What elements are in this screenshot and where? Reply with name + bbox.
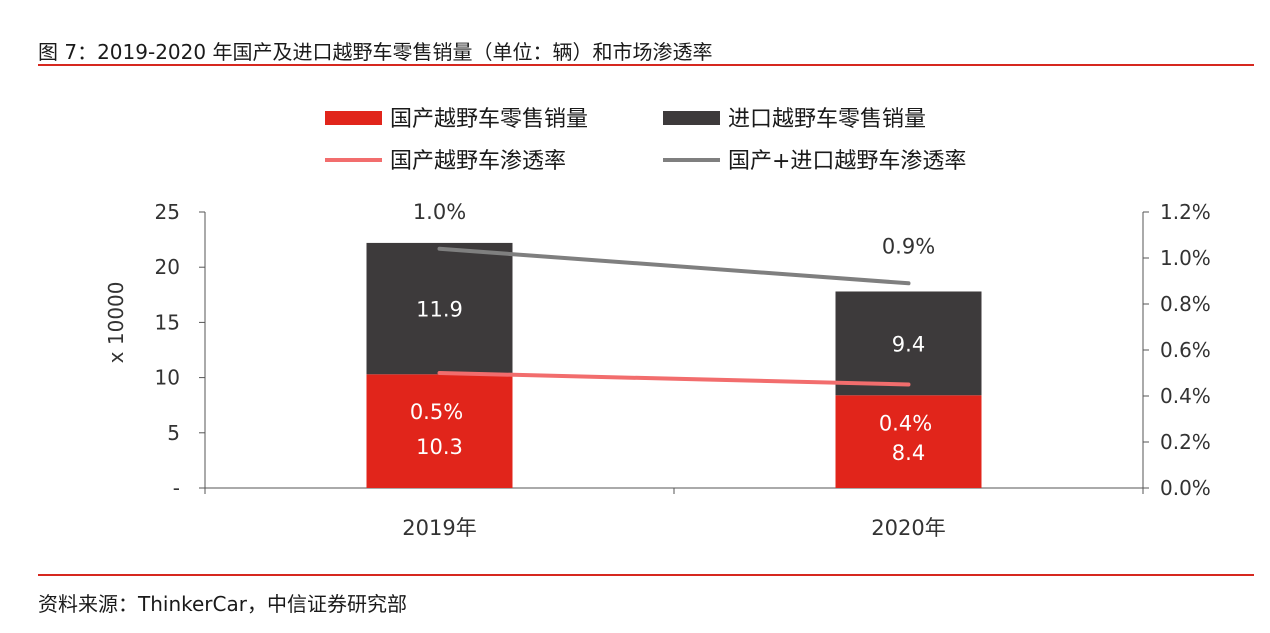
right-tick-label: 0.2% bbox=[1160, 430, 1211, 454]
legend-label: 国产+进口越野车渗透率 bbox=[728, 149, 966, 174]
y-axis-title: x 10000 bbox=[104, 281, 128, 363]
left-tick-label: 20 bbox=[155, 255, 180, 279]
right-tick-label: 1.2% bbox=[1160, 200, 1211, 224]
total-penetration-label: 1.0% bbox=[413, 200, 466, 224]
right-tick-label: 0.4% bbox=[1160, 384, 1211, 408]
source-note: 资料来源：ThinkerCar，中信证券研究部 bbox=[38, 592, 407, 616]
right-tick-label: 0.6% bbox=[1160, 338, 1211, 362]
legend-swatch bbox=[663, 111, 720, 125]
bar-domestic bbox=[835, 395, 982, 488]
domestic-penetration-label: 0.4% bbox=[879, 412, 932, 436]
combo-chart: - 5 10 15 20 25 0.0% 0.2% 0.4% 0.6% 0.8% 1.0% 1.2% 20… bbox=[104, 107, 1211, 540]
bar-import-value-label: 9.4 bbox=[892, 332, 925, 356]
x-tick-label: 2019年 bbox=[402, 516, 476, 540]
bar-domestic-value-label: 10.3 bbox=[416, 435, 463, 459]
legend-label: 国产越野车渗透率 bbox=[390, 149, 566, 174]
right-tick-label: 1.0% bbox=[1160, 246, 1211, 270]
bar-import-value-label: 11.9 bbox=[416, 298, 463, 322]
left-tick-label: 10 bbox=[155, 366, 180, 390]
line-domestic-penetration bbox=[437, 371, 911, 387]
total-penetration-label: 0.9% bbox=[882, 234, 935, 258]
source-rule bbox=[38, 574, 1254, 576]
legend-label: 进口越野车零售销量 bbox=[728, 107, 926, 132]
line-total-penetration bbox=[437, 246, 911, 286]
bar-import bbox=[366, 242, 513, 375]
right-tick-label: 0.0% bbox=[1160, 476, 1211, 500]
left-tick-label: 5 bbox=[167, 421, 180, 445]
left-tick-label: 25 bbox=[155, 200, 180, 224]
legend-swatch bbox=[325, 111, 382, 125]
left-tick-label: 15 bbox=[155, 310, 180, 334]
title-rule bbox=[38, 64, 1254, 66]
bar-import bbox=[835, 291, 982, 396]
legend-label: 国产越野车零售销量 bbox=[390, 107, 588, 132]
right-tick-label: 0.8% bbox=[1160, 292, 1211, 316]
x-tick-label: 2020年 bbox=[871, 516, 945, 540]
figure-title: 图 7：2019-2020 年国产及进口越野车零售销量（单位：辆）和市场渗透率 bbox=[38, 40, 713, 64]
bar-domestic-value-label: 8.4 bbox=[892, 441, 925, 465]
left-tick-label: - bbox=[173, 476, 180, 500]
bar-domestic bbox=[366, 374, 513, 488]
domestic-penetration-label: 0.5% bbox=[410, 400, 463, 424]
